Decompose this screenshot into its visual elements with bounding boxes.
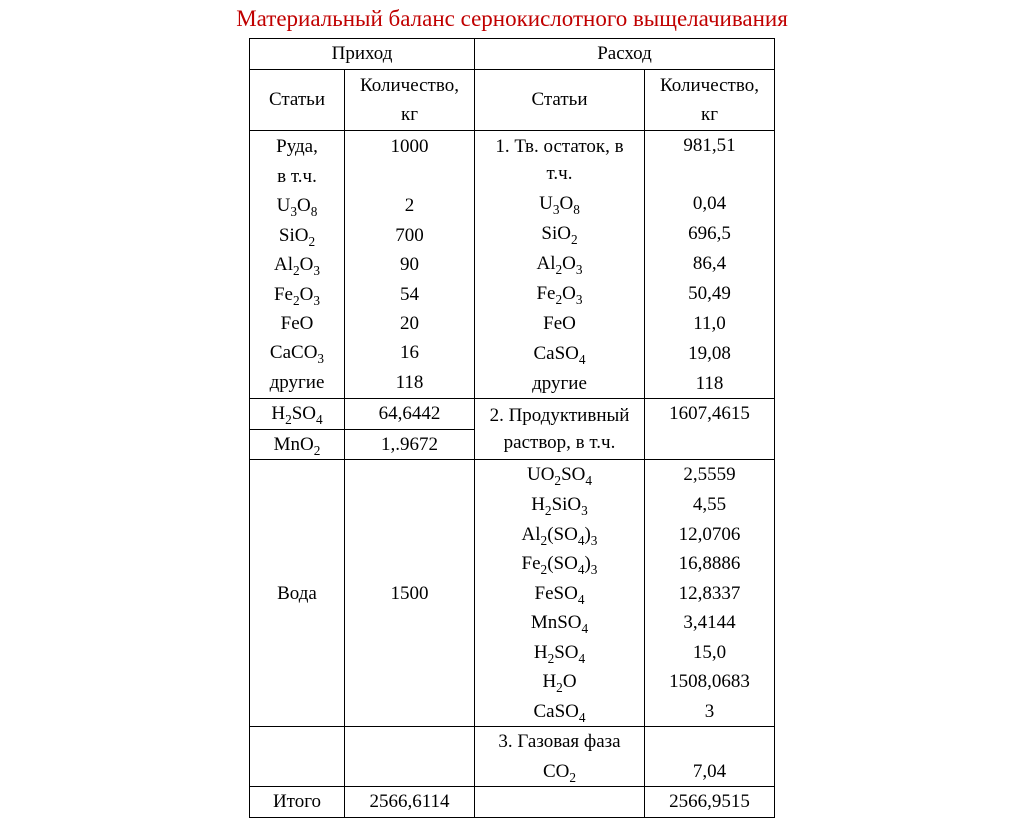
table-row: Руда, в т.ч. U3O8 SiO2 Al2O3 Fe2O3 FeO C… xyxy=(250,131,775,189)
cell: MnO2 xyxy=(250,429,345,460)
cell: 1508,0683 xyxy=(645,667,775,697)
cell: 2,5559 xyxy=(645,460,775,490)
cell: CaSO4 xyxy=(475,697,645,727)
cell: H2SO4 xyxy=(250,399,345,430)
table-row: Статьи Количество, кг Статьи Количество,… xyxy=(250,69,775,131)
table-row: H2SO4 64,6442 2. Продуктивный раствор, в… xyxy=(250,399,775,430)
cell: MnSO4 xyxy=(475,608,645,638)
cell: SiO2 xyxy=(475,219,645,249)
outcome-solution-total: 1607,4615 xyxy=(645,399,775,460)
cell: 50,49 xyxy=(645,279,775,309)
cell: FeSO4 xyxy=(475,579,645,609)
cell: 64,6442 xyxy=(345,399,475,430)
cell: Al2O3 xyxy=(475,249,645,279)
cell: 11,0 xyxy=(645,309,775,339)
cell: 19,08 xyxy=(645,339,775,369)
cell: другие xyxy=(475,368,645,398)
gas-label: 3. Газовая фаза xyxy=(475,727,645,757)
cell: Fe2O3 xyxy=(475,279,645,309)
page-title: Материальный баланс сернокислотного выще… xyxy=(0,6,1024,32)
empty xyxy=(645,727,775,757)
other-label: другие xyxy=(270,372,325,393)
cell: 696,5 xyxy=(645,219,775,249)
header-articles: Статьи xyxy=(475,69,645,131)
table-row: Итого 2566,6114 2566,9515 xyxy=(250,787,775,818)
cell: 1,.9672 xyxy=(345,429,475,460)
water-value: 1500 xyxy=(345,460,475,727)
cell: CO2 xyxy=(475,757,645,787)
ore-sub: в т.ч. xyxy=(277,166,317,187)
cell: H2O xyxy=(475,667,645,697)
cell: 7,04 xyxy=(645,757,775,787)
income-ore-values: 1000 2 700 90 54 20 16 118 xyxy=(345,131,475,399)
header-articles: Статьи xyxy=(250,69,345,131)
table-row: 3. Газовая фаза xyxy=(250,727,775,757)
cell: CaSO4 xyxy=(475,339,645,369)
header-qty: Количество, кг xyxy=(645,69,775,131)
cell: UO2SO4 xyxy=(475,460,645,490)
cell: H2SiO3 xyxy=(475,490,645,520)
outcome-solution-header: 2. Продуктивный раствор, в т.ч. xyxy=(475,399,645,460)
cell: 3,4144 xyxy=(645,608,775,638)
water-label: Вода xyxy=(250,460,345,727)
outcome-total: 2566,9515 xyxy=(645,787,775,818)
cell: 118 xyxy=(645,368,775,398)
cell: H2SO4 xyxy=(475,638,645,668)
cell: FeO xyxy=(475,309,645,339)
cell: 3 xyxy=(645,697,775,727)
cell: 12,8337 xyxy=(645,579,775,609)
empty xyxy=(345,727,475,787)
total-label: Итого xyxy=(250,787,345,818)
header-income: Приход xyxy=(250,39,475,70)
table-row: Вода 1500 UO2SO4 2,5559 xyxy=(250,460,775,490)
header-outcome: Расход xyxy=(475,39,775,70)
outcome-solid-total: 981,51 xyxy=(645,131,775,189)
cell: 0,04 xyxy=(645,189,775,219)
income-total: 2566,6114 xyxy=(345,787,475,818)
cell: 86,4 xyxy=(645,249,775,279)
cell: U3O8 xyxy=(475,189,645,219)
cell: 4,55 xyxy=(645,490,775,520)
outcome-solid-header: 1. Тв. остаток, в т.ч. xyxy=(475,131,645,189)
income-ore-labels: Руда, в т.ч. U3O8 SiO2 Al2O3 Fe2O3 FeO C… xyxy=(250,131,345,399)
cell: 16,8886 xyxy=(645,549,775,579)
cell: Fe2(SO4)3 xyxy=(475,549,645,579)
empty xyxy=(475,787,645,818)
cell: 12,0706 xyxy=(645,520,775,550)
table-row: Приход Расход xyxy=(250,39,775,70)
cell: 15,0 xyxy=(645,638,775,668)
balance-table: Приход Расход Статьи Количество, кг Стат… xyxy=(249,38,775,818)
cell: Al2(SO4)3 xyxy=(475,520,645,550)
ore-label: Руда, xyxy=(276,136,318,157)
header-qty: Количество, кг xyxy=(345,69,475,131)
empty xyxy=(250,727,345,787)
